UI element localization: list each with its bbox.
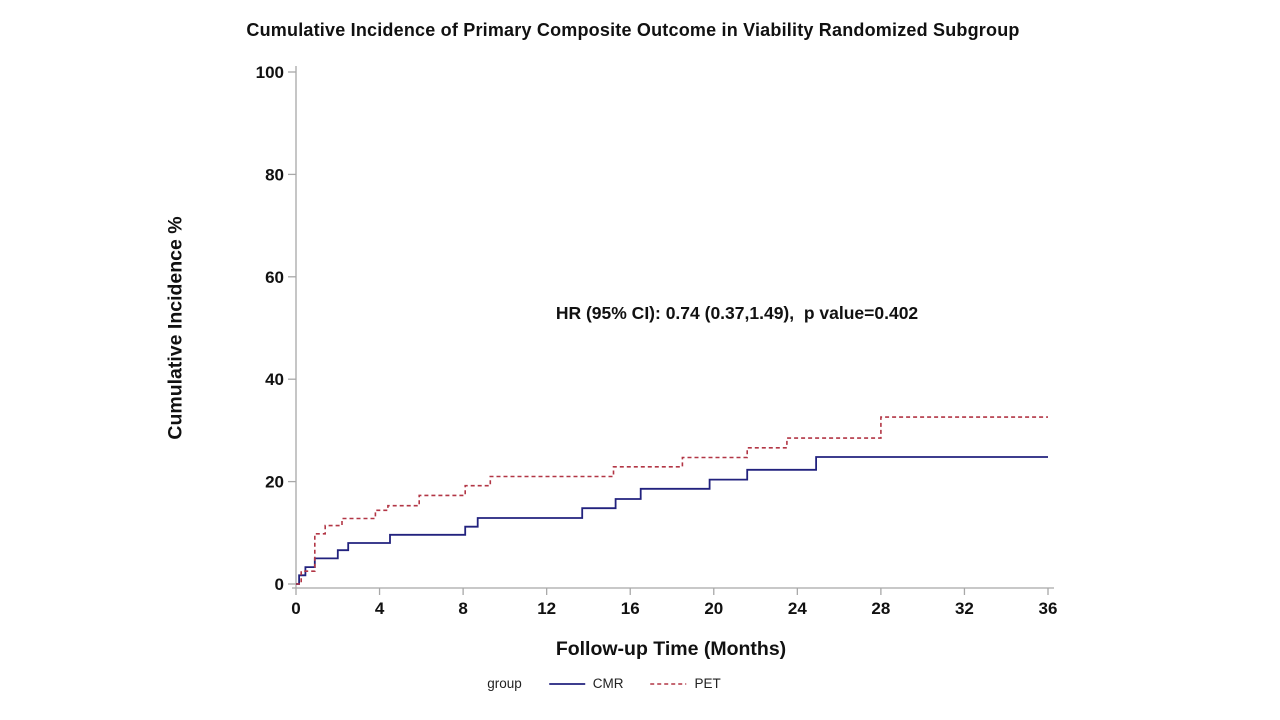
pet-line-swatch xyxy=(650,682,687,685)
x-tick-label: 20 xyxy=(704,599,723,618)
x-tick-label: 32 xyxy=(955,599,974,618)
y-axis-title: Cumulative Incidence % xyxy=(164,216,187,440)
curve-cmr xyxy=(296,456,1048,585)
x-tick-label: 28 xyxy=(871,599,890,618)
chart-title: Cumulative Incidence of Primary Composit… xyxy=(246,20,1020,40)
legend: group CMR PET xyxy=(487,676,721,691)
y-tick-label: 20 xyxy=(265,473,284,492)
legend-item-cmr: CMR xyxy=(548,676,624,691)
legend-label-pet: PET xyxy=(694,676,721,691)
legend-title: group xyxy=(487,676,522,691)
x-tick-label: 4 xyxy=(375,599,385,618)
y-tick-label: 80 xyxy=(265,165,284,184)
x-tick-label: 8 xyxy=(458,599,467,618)
legend-label-cmr: CMR xyxy=(592,676,624,691)
y-tick-label: 0 xyxy=(275,575,284,594)
x-axis-title: Follow-up Time (Months) xyxy=(555,638,787,660)
hr-annotation: HR (95% CI): 0.74 (0.37,1.49), p value=0… xyxy=(555,303,919,323)
curve-pet xyxy=(296,416,1048,585)
y-tick-label: 40 xyxy=(265,370,284,389)
x-tick-label: 0 xyxy=(291,599,300,618)
x-tick-label: 24 xyxy=(788,599,807,618)
x-tick-label: 12 xyxy=(537,599,556,618)
y-tick-label: 60 xyxy=(265,268,284,287)
legend-item-pet: PET xyxy=(650,676,721,691)
cmr-line-swatch xyxy=(548,682,585,685)
y-tick-label: 100 xyxy=(256,63,284,82)
x-tick-label: 36 xyxy=(1039,599,1058,618)
x-tick-label: 16 xyxy=(621,599,640,618)
